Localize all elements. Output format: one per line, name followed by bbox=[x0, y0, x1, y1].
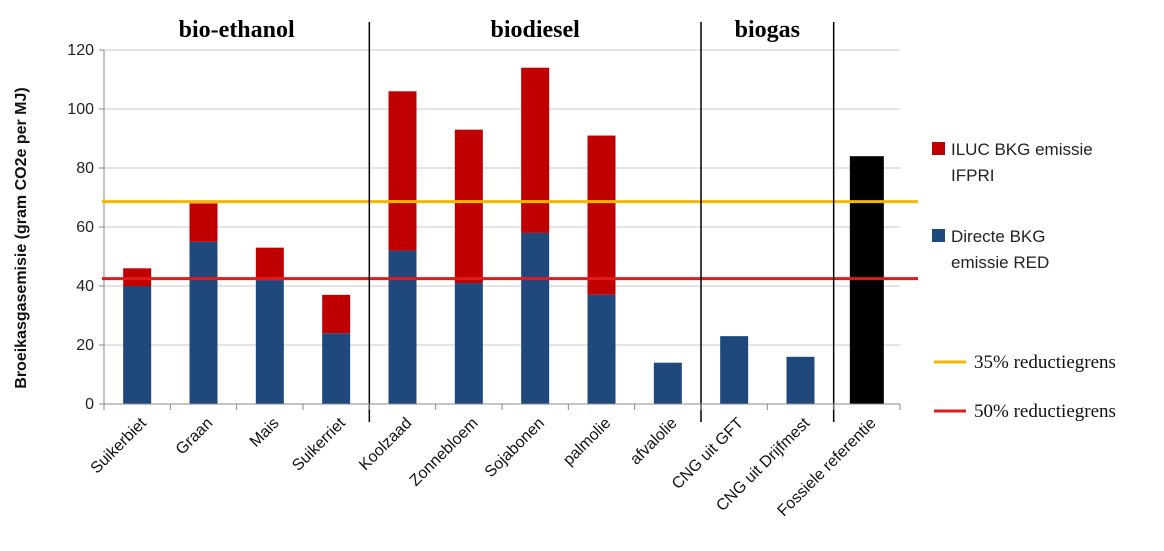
bars bbox=[123, 67, 884, 404]
y-tick-label: 100 bbox=[67, 101, 94, 118]
bar-direct-5 bbox=[454, 283, 483, 404]
y-tick-label: 60 bbox=[76, 219, 94, 236]
group-label: bio-ethanol bbox=[179, 17, 295, 43]
y-tick-label: 20 bbox=[76, 337, 94, 354]
legend: ILUC BKG emissie IFPRI Directe BKG emissie … bbox=[932, 140, 1116, 422]
y-axis-label: Broeikasgasemisie (gram CO2e per MJ) bbox=[13, 87, 30, 388]
bar-iluc-5 bbox=[454, 129, 483, 284]
group-labels: bio-ethanol biodiesel biogas bbox=[179, 17, 800, 43]
bar-direct-10 bbox=[786, 356, 815, 404]
bar-iluc-1 bbox=[189, 203, 218, 242]
bar-direct-0 bbox=[123, 286, 152, 404]
bar-direct-9 bbox=[720, 336, 749, 404]
bar-direct-3 bbox=[322, 333, 351, 404]
bar-direct-4 bbox=[388, 250, 417, 404]
bar-iluc-4 bbox=[388, 91, 417, 251]
x-tick-label: Mais bbox=[247, 415, 283, 451]
bar-iluc-2 bbox=[255, 247, 284, 281]
bar-direct-6 bbox=[521, 232, 550, 404]
legend-label-reference-50: 50% reductiegrens bbox=[974, 401, 1116, 422]
reference-lines bbox=[102, 200, 918, 281]
group-dividers bbox=[368, 22, 835, 422]
legend-label-direct: emissie RED bbox=[951, 253, 1049, 272]
x-tick-label: Sojabonen bbox=[482, 415, 548, 481]
x-tick-label: Graan bbox=[173, 415, 216, 458]
y-tick-label: 40 bbox=[76, 278, 94, 295]
gridlines bbox=[104, 49, 900, 346]
y-axis: 0 20 40 60 80 100 120 bbox=[67, 42, 105, 413]
legend-swatch-direct bbox=[932, 229, 945, 242]
x-tick-label: Suikerbiet bbox=[88, 414, 151, 477]
x-tick-label: Koolzaad bbox=[356, 415, 415, 474]
x-tick-label: palmolie bbox=[560, 415, 614, 469]
bar-direct-2 bbox=[255, 280, 284, 404]
legend-label-iluc: IFPRI bbox=[951, 166, 994, 185]
y-tick-label: 120 bbox=[67, 42, 94, 59]
legend-label-iluc: ILUC BKG emissie bbox=[951, 140, 1093, 159]
x-tick-label: afvalolie bbox=[627, 415, 681, 469]
legend-label-reference-35: 35% reductiegrens bbox=[974, 352, 1116, 373]
bar-iluc-7 bbox=[587, 135, 616, 295]
x-tick-label: Suikerriet bbox=[289, 414, 349, 474]
bar-direct-1 bbox=[189, 241, 218, 404]
bar-iluc-3 bbox=[322, 294, 351, 334]
bar-direct-8 bbox=[653, 362, 682, 404]
y-tick-label: 0 bbox=[85, 396, 94, 413]
group-label: biodiesel bbox=[490, 17, 580, 43]
bar-iluc-6 bbox=[521, 67, 550, 233]
group-label: biogas bbox=[735, 17, 800, 43]
y-tick-label: 80 bbox=[76, 160, 94, 177]
legend-swatch-iluc bbox=[932, 142, 945, 155]
x-tick-label: Zonnebloem bbox=[407, 415, 482, 490]
x-axis: Suikerbiet Graan Mais Suikerriet KoolzaadZon… bbox=[88, 403, 901, 520]
legend-label-direct: Directe BKG bbox=[951, 227, 1045, 246]
bar-direct-7 bbox=[587, 294, 616, 404]
